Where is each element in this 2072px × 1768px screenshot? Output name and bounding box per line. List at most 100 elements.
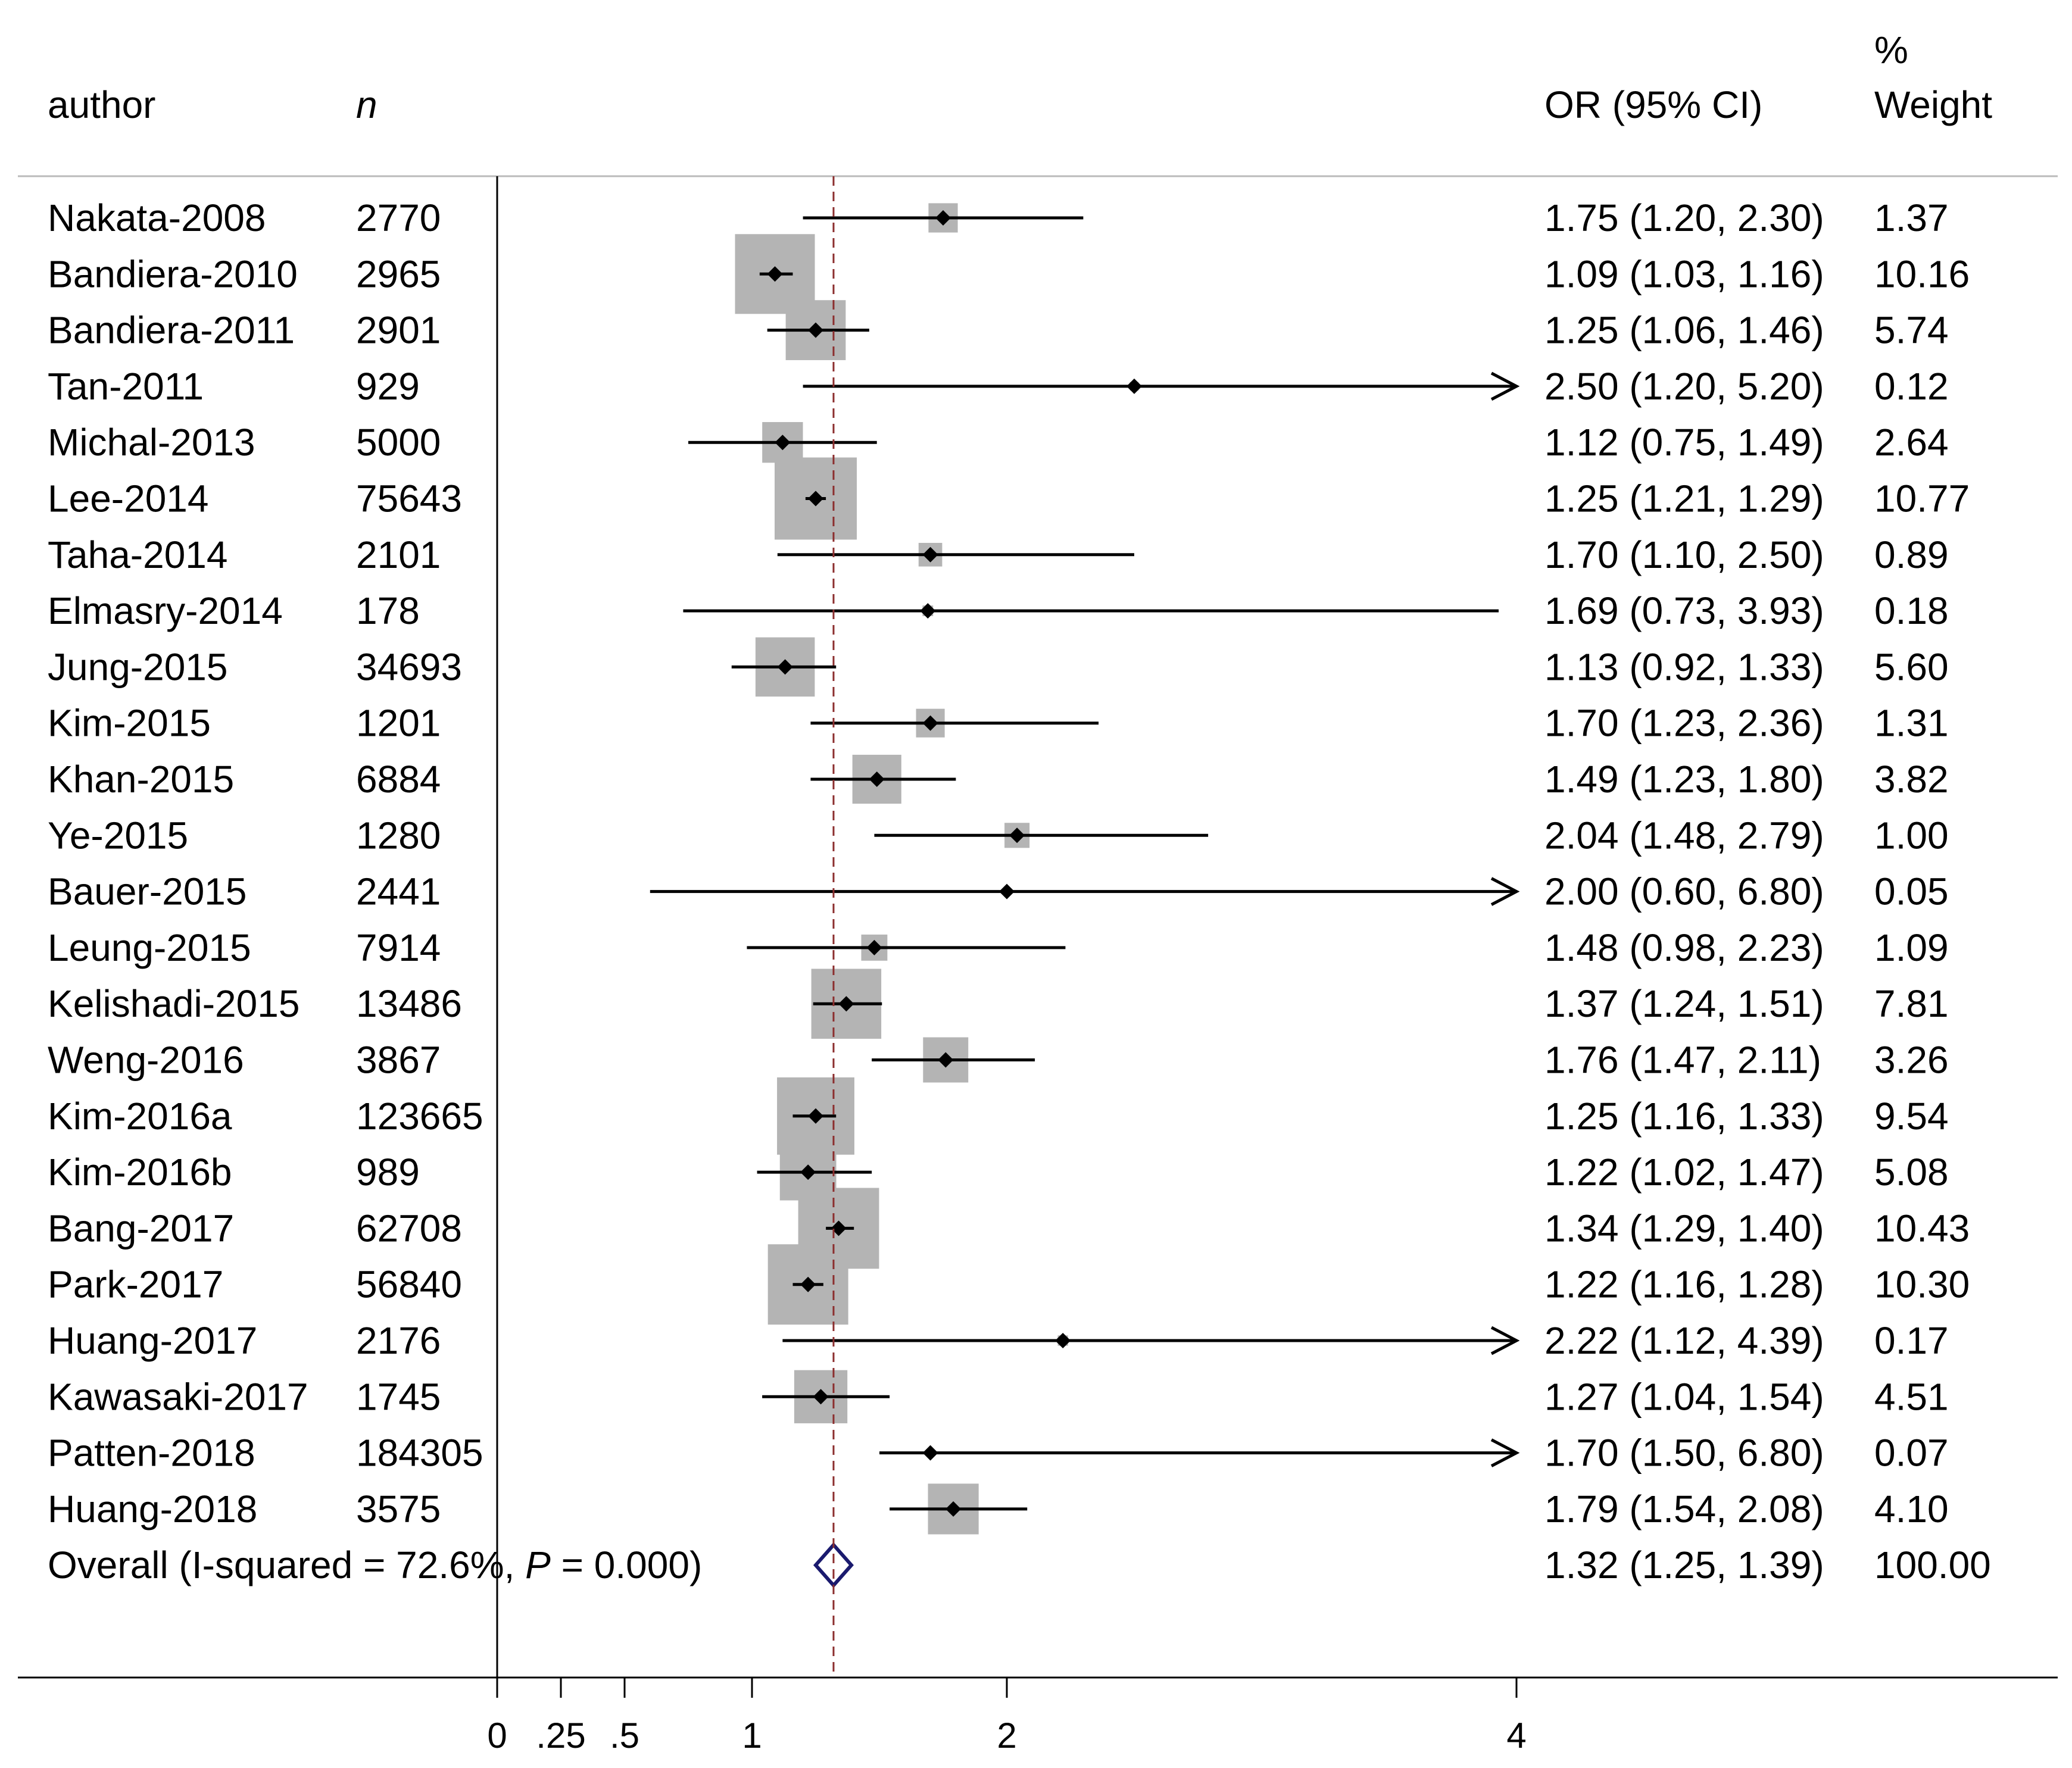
study-n: 3575 bbox=[356, 1488, 441, 1530]
study-ci: 1.37 (1.24, 1.51) bbox=[1544, 982, 1824, 1025]
study-row: Kim-2015 1201 1.70 (1.23, 2.36) 1.31 bbox=[48, 702, 1949, 745]
study-row: Kim-2016b 989 1.22 (1.02, 1.47) 5.08 bbox=[48, 1144, 1949, 1201]
point-estimate bbox=[1009, 827, 1025, 844]
study-author: Weng-2016 bbox=[48, 1039, 244, 1082]
study-n: 2770 bbox=[356, 196, 441, 239]
study-author: Kelishadi-2015 bbox=[48, 982, 299, 1025]
study-weight: 3.82 bbox=[1874, 758, 1949, 801]
study-n: 2965 bbox=[356, 252, 441, 295]
study-row: Huang-2018 3575 1.79 (1.54, 2.08) 4.10 bbox=[48, 1483, 1949, 1535]
study-ci: 1.22 (1.02, 1.47) bbox=[1544, 1151, 1824, 1194]
ci-arrow bbox=[1490, 1438, 1520, 1467]
study-author: Kim-2015 bbox=[48, 702, 211, 745]
study-n: 13486 bbox=[356, 982, 462, 1025]
point-estimate bbox=[935, 210, 951, 226]
study-weight: 1.00 bbox=[1874, 814, 1949, 857]
study-author: Huang-2017 bbox=[48, 1319, 257, 1362]
study-row: Huang-2017 2176 2.22 (1.12, 4.39) 0.17 bbox=[48, 1319, 1949, 1362]
study-n: 1745 bbox=[356, 1375, 441, 1418]
study-author: Elmasry-2014 bbox=[48, 589, 283, 632]
study-weight: 0.12 bbox=[1874, 365, 1949, 408]
study-author: Michal-2013 bbox=[48, 421, 255, 464]
study-weight: 7.81 bbox=[1874, 982, 1949, 1025]
study-weight: 3.26 bbox=[1874, 1039, 1949, 1082]
study-author: Park-2017 bbox=[48, 1263, 223, 1306]
study-weight: 10.30 bbox=[1874, 1263, 1970, 1306]
study-author: Ye-2015 bbox=[48, 814, 188, 857]
study-weight: 0.05 bbox=[1874, 870, 1949, 913]
study-author: Tan-2011 bbox=[48, 365, 204, 408]
study-ci: 1.70 (1.50, 6.80) bbox=[1544, 1432, 1824, 1475]
study-weight: 4.10 bbox=[1874, 1488, 1949, 1530]
overall-weight: 100.00 bbox=[1874, 1544, 1991, 1586]
study-weight: 5.08 bbox=[1874, 1151, 1949, 1194]
study-row: Bandiera-2011 2901 1.25 (1.06, 1.46) 5.74 bbox=[48, 300, 1949, 360]
study-weight: 1.09 bbox=[1874, 926, 1949, 969]
study-weight: 4.51 bbox=[1874, 1375, 1949, 1418]
point-estimate bbox=[808, 491, 823, 507]
point-estimate bbox=[838, 996, 854, 1012]
study-author: Kim-2016b bbox=[48, 1151, 232, 1194]
study-n: 3867 bbox=[356, 1039, 441, 1082]
study-ci: 2.00 (0.60, 6.80) bbox=[1544, 870, 1824, 913]
x-tick-label: 1 bbox=[742, 1716, 762, 1755]
study-ci: 1.49 (1.23, 1.80) bbox=[1544, 758, 1824, 801]
study-ci: 1.12 (0.75, 1.49) bbox=[1544, 421, 1824, 464]
study-row: Lee-2014 75643 1.25 (1.21, 1.29) 10.77 bbox=[48, 457, 1970, 540]
study-ci: 1.25 (1.06, 1.46) bbox=[1544, 309, 1824, 352]
study-weight: 10.43 bbox=[1874, 1207, 1970, 1250]
header-ci: OR (95% CI) bbox=[1544, 83, 1762, 126]
study-row: Michal-2013 5000 1.12 (0.75, 1.49) 2.64 bbox=[48, 421, 1949, 464]
plot-layer: Nakata-2008 2770 1.75 (1.20, 2.30) 1.37Band… bbox=[18, 176, 2058, 1755]
study-ci: 1.76 (1.47, 2.11) bbox=[1544, 1039, 1821, 1082]
header-weight: Weight bbox=[1874, 83, 1992, 126]
ci-arrow bbox=[1490, 877, 1520, 906]
study-ci: 1.25 (1.16, 1.33) bbox=[1544, 1095, 1824, 1138]
study-ci: 2.22 (1.12, 4.39) bbox=[1544, 1319, 1824, 1362]
study-n: 62708 bbox=[356, 1207, 462, 1250]
point-estimate bbox=[869, 771, 885, 787]
study-row: Bandiera-2010 2965 1.09 (1.03, 1.16) 10.16 bbox=[48, 234, 1970, 314]
point-estimate bbox=[920, 603, 936, 619]
study-row: Leung-2015 7914 1.48 (0.98, 2.23) 1.09 bbox=[48, 926, 1949, 969]
study-author: Khan-2015 bbox=[48, 758, 234, 801]
study-row: Khan-2015 6884 1.49 (1.23, 1.80) 3.82 bbox=[48, 754, 1949, 804]
study-ci: 2.50 (1.20, 5.20) bbox=[1544, 365, 1824, 408]
study-row: Kim-2016a 123665 1.25 (1.16, 1.33) 9.54 bbox=[48, 1077, 1949, 1155]
study-author: Nakata-2008 bbox=[48, 196, 266, 239]
x-tick-label: 0 bbox=[487, 1716, 507, 1755]
study-ci: 1.79 (1.54, 2.08) bbox=[1544, 1488, 1824, 1530]
study-ci: 1.09 (1.03, 1.16) bbox=[1544, 252, 1824, 295]
study-row: Park-2017 56840 1.22 (1.16, 1.28) 10.30 bbox=[48, 1244, 1970, 1325]
overall-label: Overall (I-squared = 72.6%, P = 0.000) bbox=[48, 1544, 702, 1586]
x-tick-label: 2 bbox=[997, 1716, 1016, 1755]
study-n: 178 bbox=[356, 589, 420, 632]
study-n: 75643 bbox=[356, 477, 462, 520]
ci-arrow bbox=[1490, 1326, 1520, 1355]
study-row: Weng-2016 3867 1.76 (1.47, 2.11) 3.26 bbox=[48, 1037, 1949, 1083]
study-row: Nakata-2008 2770 1.75 (1.20, 2.30) 1.37 bbox=[48, 196, 1949, 239]
study-weight: 0.17 bbox=[1874, 1319, 1949, 1362]
study-ci: 1.22 (1.16, 1.28) bbox=[1544, 1263, 1824, 1306]
point-estimate bbox=[999, 883, 1015, 899]
study-n: 123665 bbox=[356, 1095, 483, 1138]
study-n: 1201 bbox=[356, 702, 441, 745]
study-row: Jung-2015 34693 1.13 (0.92, 1.33) 5.60 bbox=[48, 637, 1949, 697]
study-weight: 9.54 bbox=[1874, 1095, 1949, 1138]
study-weight: 10.16 bbox=[1874, 252, 1970, 295]
point-estimate bbox=[922, 1445, 938, 1461]
study-n: 2901 bbox=[356, 309, 441, 352]
point-estimate bbox=[808, 322, 823, 338]
point-estimate bbox=[767, 266, 783, 282]
point-estimate bbox=[777, 659, 793, 675]
study-author: Bauer-2015 bbox=[48, 870, 246, 913]
study-author: Kawasaki-2017 bbox=[48, 1375, 308, 1418]
study-ci: 1.34 (1.29, 1.40) bbox=[1544, 1207, 1824, 1250]
point-estimate bbox=[922, 546, 938, 563]
point-estimate bbox=[831, 1220, 847, 1236]
study-row: Bang-2017 62708 1.34 (1.29, 1.40) 10.43 bbox=[48, 1188, 1970, 1269]
study-n: 56840 bbox=[356, 1263, 462, 1306]
study-n: 184305 bbox=[356, 1432, 483, 1475]
study-ci: 1.75 (1.20, 2.30) bbox=[1544, 196, 1824, 239]
